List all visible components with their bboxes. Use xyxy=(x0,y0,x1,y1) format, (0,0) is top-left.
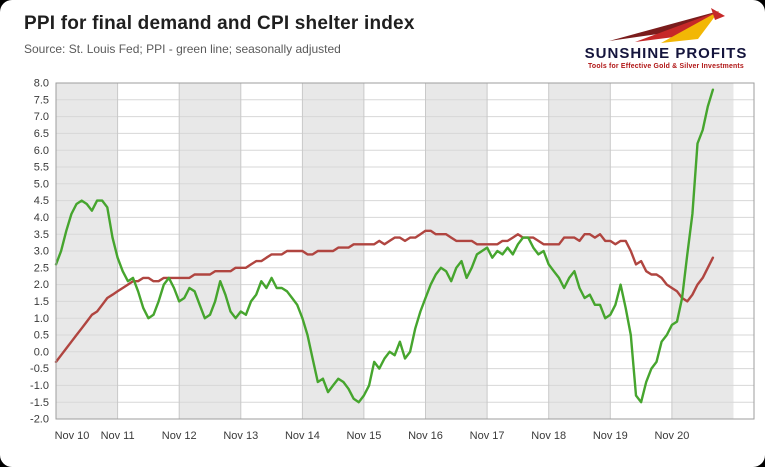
cpi-shelter-line xyxy=(54,229,715,364)
x-tick-label: Nov 12 xyxy=(162,430,197,442)
y-tick-label: 5.5 xyxy=(34,162,49,174)
x-tick-label: Nov 13 xyxy=(223,430,258,442)
sunshine-profits-logo: SUNSHINE PROFITS Tools for Effective Gol… xyxy=(581,8,751,70)
y-tick-label: -0.5 xyxy=(30,363,49,375)
chart-source-note: Source: St. Louis Fed; PPI - green line;… xyxy=(24,42,341,56)
x-tick-label: Nov 11 xyxy=(101,430,135,442)
x-tick-label: Nov 10 xyxy=(55,430,90,442)
logo-arrow-icon xyxy=(609,8,725,43)
x-tick-label: Nov 14 xyxy=(285,430,320,442)
y-tick-label: 2.5 xyxy=(34,262,49,274)
y-tick-label: 0.0 xyxy=(34,346,49,358)
x-tick-label: Nov 17 xyxy=(470,430,505,442)
y-tick-label: 3.5 xyxy=(34,229,49,241)
y-axis-labels: 8.0 7.5 7.0 6.5 6.0 5.5 5.0 4.5 4.0 3.5 3.0 2.5 2.0 1… xyxy=(30,78,49,426)
page-title: PPI for final demand and CPI shelter ind… xyxy=(24,13,415,34)
y-tick-label: 0.5 xyxy=(34,330,49,342)
h-gridlines xyxy=(56,82,754,420)
x-tick-label: Nov 15 xyxy=(346,430,381,442)
y-tick-label: -1.0 xyxy=(30,380,49,392)
x-tick-label: Nov 19 xyxy=(593,430,628,442)
y-tick-label: 7.5 xyxy=(34,94,49,106)
ppi-line xyxy=(54,88,715,404)
y-tick-label: 1.5 xyxy=(34,296,49,308)
y-tick-label: 3.0 xyxy=(34,246,49,258)
x-tick-label: Nov 20 xyxy=(654,430,689,442)
y-tick-label: 6.5 xyxy=(34,128,49,140)
line-chart: 8.0 7.5 7.0 6.5 6.0 5.5 5.0 4.5 4.0 3.5 3.0 2.5 2.0 1… xyxy=(30,78,755,442)
y-tick-label: 1.0 xyxy=(34,313,49,325)
plot-border xyxy=(55,82,755,420)
y-tick-label: 6.0 xyxy=(34,145,49,157)
logo-name: SUNSHINE PROFITS xyxy=(584,45,748,62)
series-lines xyxy=(54,88,715,404)
x-tick-label: Nov 18 xyxy=(531,430,566,442)
y-tick-label: 7.0 xyxy=(34,111,49,123)
x-axis-labels: Nov 10 Nov 11 Nov 12 Nov 13 Nov 14 Nov 15 Nov … xyxy=(55,430,690,442)
y-tick-label: 4.0 xyxy=(34,212,49,224)
y-tick-label: 8.0 xyxy=(34,78,49,90)
chart-area: 8.0 7.5 7.0 6.5 6.0 5.5 5.0 4.5 4.0 3.5 3.0 2.5 2.0 1… xyxy=(0,72,765,447)
y-tick-label: 4.5 xyxy=(34,195,49,207)
y-tick-label: -2.0 xyxy=(30,414,49,426)
y-tick-label: -1.5 xyxy=(30,397,49,409)
chart-header: PPI for final demand and CPI shelter ind… xyxy=(0,0,765,72)
y-tick-label: 2.0 xyxy=(34,279,49,291)
x-tick-label: Nov 16 xyxy=(408,430,443,442)
y-tick-label: 5.0 xyxy=(34,178,49,190)
logo-tagline: Tools for Effective Gold & Silver Invest… xyxy=(588,63,744,70)
